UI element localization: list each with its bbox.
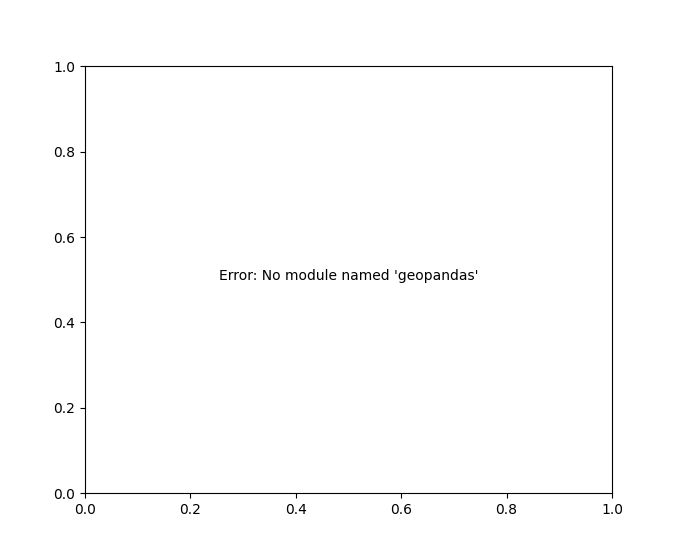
Text: Error: No module named 'geopandas': Error: No module named 'geopandas': [219, 269, 478, 283]
